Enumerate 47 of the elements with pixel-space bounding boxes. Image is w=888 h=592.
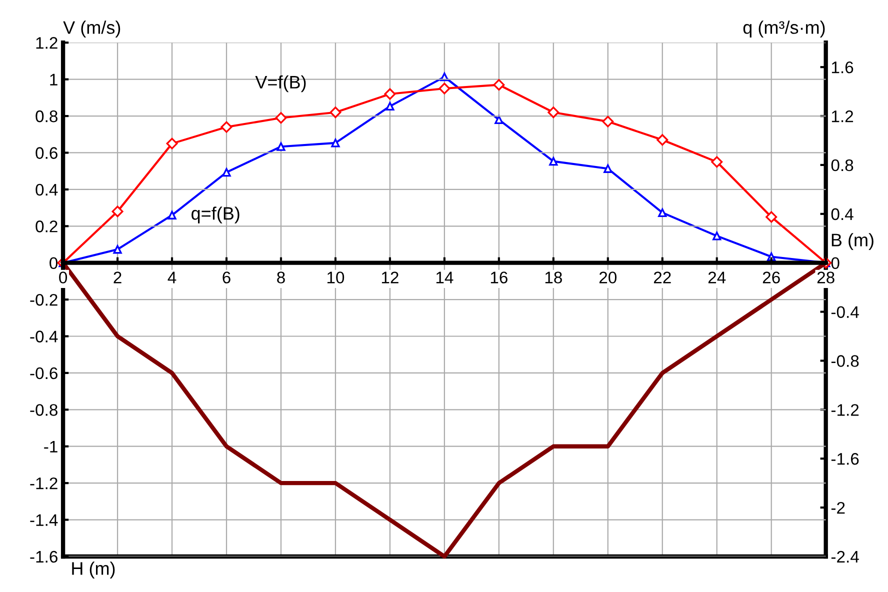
y2-tick-label: -0.4 xyxy=(831,306,859,318)
y-tick-label: -1.4 xyxy=(30,514,58,526)
x-tick-label: 22 xyxy=(654,272,671,284)
y-tick-label: 0.8 xyxy=(36,110,58,122)
y2-tick-label: 0.8 xyxy=(831,159,854,172)
x-tick-label: 20 xyxy=(599,272,617,284)
y2-tick-label: -0.8 xyxy=(831,355,859,367)
y-tick-label: -0.2 xyxy=(30,294,58,306)
y2-tick-label: 0 xyxy=(831,257,840,270)
y-tick-label: 0.4 xyxy=(36,184,58,196)
y-tick-label: 1 xyxy=(50,74,58,86)
x-tick-label: 12 xyxy=(382,272,398,284)
y-tick-label: -0.8 xyxy=(30,404,58,416)
series-label: V=f(B) xyxy=(255,75,306,92)
y-tick-label: -1.6 xyxy=(30,550,58,563)
series-label: q=f(B) xyxy=(192,206,240,224)
y2-tick-label: -2.4 xyxy=(831,550,859,563)
x-tick-label: 16 xyxy=(490,272,508,284)
y-tick-label: 0 xyxy=(50,257,58,270)
x-tick-label: 18 xyxy=(545,272,562,284)
y-tick-label: -0.6 xyxy=(30,367,58,380)
x-tick-label: 2 xyxy=(114,272,122,284)
x-tick-label: 26 xyxy=(762,272,780,284)
x-axis-title: B (m) xyxy=(832,233,874,250)
text: H (m) xyxy=(72,562,115,578)
y-tick-label: -0.4 xyxy=(30,330,58,342)
x-tick-label: 6 xyxy=(222,272,230,284)
y-tick-label: -1.2 xyxy=(30,477,58,490)
y2-tick-label: 1.6 xyxy=(832,61,854,74)
y2-axis-title: q (m³/s·m) xyxy=(743,20,825,38)
x-tick-label: 14 xyxy=(436,272,454,284)
x-tick-label: 24 xyxy=(708,272,726,284)
y-tick-label: 1.2 xyxy=(36,37,58,49)
y2-tick-label: 1.2 xyxy=(832,110,854,122)
y-tick-label: 0.2 xyxy=(36,220,58,232)
x-tick-label: 8 xyxy=(277,272,285,284)
y2-tick-label: -1.6 xyxy=(831,453,859,465)
x-tick-label: 28 xyxy=(817,272,834,284)
x-tick-label: 4 xyxy=(168,272,176,284)
y-tick-label: -1 xyxy=(44,440,58,452)
y2-tick-label: -2 xyxy=(831,502,845,514)
y2-tick-label: -1.2 xyxy=(831,404,859,416)
x-tick-label: 0 xyxy=(59,272,68,284)
y2-tick-label: 0.4 xyxy=(831,208,854,220)
y-tick-label: 0.6 xyxy=(36,147,58,159)
x-tick-label: 10 xyxy=(327,272,344,284)
y-axis-title: V (m/s) xyxy=(63,20,120,38)
